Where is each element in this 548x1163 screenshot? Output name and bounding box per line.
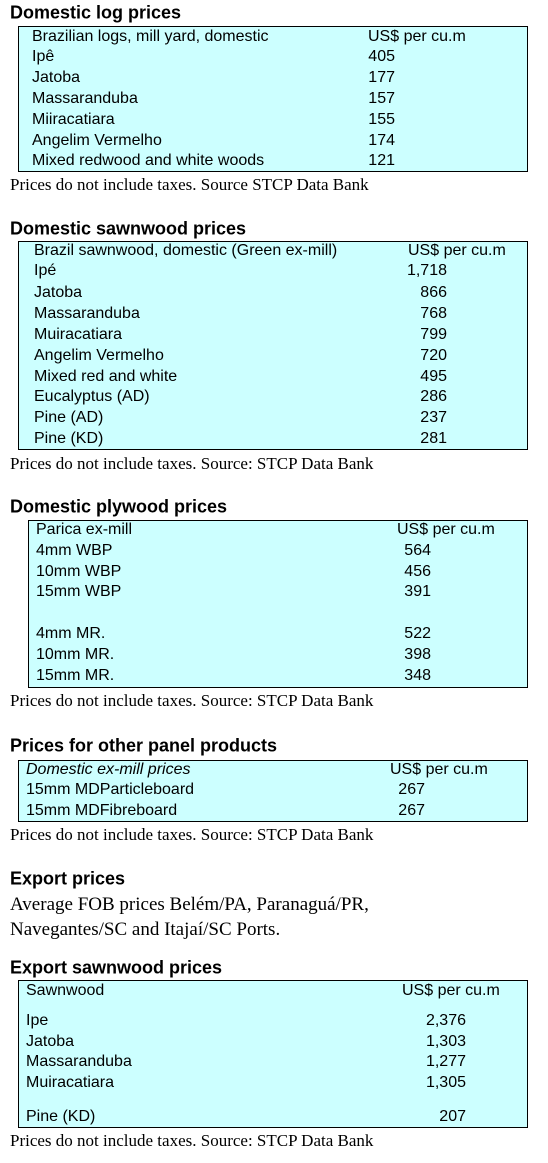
row-value: 2,376	[425, 1012, 466, 1029]
column-header: Parica ex-mill	[36, 521, 133, 538]
price-table	[18, 241, 528, 450]
row-label: Pine (KD)	[34, 430, 104, 447]
column-header: US$ per cu.m	[402, 982, 500, 999]
section-title: Domestic plywood prices	[10, 496, 228, 517]
row-label: Muiracatiara	[26, 1074, 115, 1091]
price-table	[18, 760, 528, 822]
row-value: 398	[404, 646, 431, 663]
row-value: 495	[420, 368, 447, 385]
source-note: Prices do not include taxes. Source: STC…	[10, 825, 374, 844]
row-value: 286	[420, 388, 447, 405]
price-table	[28, 520, 528, 688]
row-label: Miiracatiara	[32, 111, 115, 128]
row-label: Eucalyptus (AD)	[34, 388, 150, 405]
row-value: 157	[368, 90, 395, 107]
row-value: 281	[420, 430, 447, 447]
row-label: Massaranduba	[34, 305, 140, 322]
row-label: 4mm MR.	[36, 625, 106, 642]
row-value: 267	[398, 802, 425, 819]
row-value: 207	[439, 1108, 466, 1125]
row-value: 391	[404, 583, 431, 600]
row-label: Jatoba	[26, 1033, 75, 1050]
row-value: 174	[368, 132, 395, 149]
row-value: 564	[404, 542, 431, 559]
column-header: Domestic ex-mill prices	[26, 761, 191, 778]
row-label: Muiracatiara	[34, 326, 123, 343]
section-title: Domestic log prices	[10, 2, 182, 23]
row-label: Angelim Vermelho	[34, 347, 164, 364]
column-header: Brazil sawnwood, domestic (Green ex-mill…	[34, 242, 338, 259]
column-header: US$ per cu.m	[397, 521, 495, 538]
row-value: 177	[368, 69, 395, 86]
paragraph-line: Average FOB prices Belém/PA, Paranaguá/P…	[10, 894, 369, 915]
source-note: Prices do not include taxes. Source STCP…	[10, 175, 369, 194]
row-value: 1,305	[425, 1074, 466, 1091]
row-label: 15mm MDParticleboard	[26, 781, 195, 798]
row-label: 4mm WBP	[36, 542, 113, 559]
source-note: Prices do not include taxes. Source: STC…	[10, 1131, 374, 1150]
column-header: US$ per cu.m	[368, 28, 466, 45]
row-label: Ipé	[34, 262, 57, 279]
row-value: 799	[420, 326, 447, 343]
price-table	[18, 980, 528, 1128]
paragraph-line: Navegantes/SC and Itajaí/SC Ports.	[10, 919, 281, 940]
row-value: 1,303	[425, 1033, 466, 1050]
row-label: 10mm WBP	[36, 563, 122, 580]
row-value: 405	[368, 48, 395, 65]
row-label: 15mm MDFibreboard	[26, 802, 178, 819]
row-value: 155	[368, 111, 395, 128]
row-label: Mixed red and white	[34, 368, 178, 385]
row-value: 720	[420, 347, 447, 364]
row-label: 15mm MR.	[36, 667, 115, 684]
section-title: Export prices	[10, 868, 126, 889]
price-table	[18, 26, 528, 172]
row-label: Ipe	[26, 1012, 49, 1029]
row-label: Jatoba	[32, 69, 81, 86]
row-value: 866	[420, 284, 447, 301]
section-title: Prices for other panel products	[10, 735, 278, 756]
row-value: 267	[398, 781, 425, 798]
row-value: 1,718	[406, 262, 447, 279]
row-label: 10mm MR.	[36, 646, 115, 663]
column-header: Sawnwood	[26, 982, 105, 999]
row-value: 456	[404, 563, 431, 580]
row-label: Massaranduba	[32, 90, 138, 107]
column-header: US$ per cu.m	[390, 761, 488, 778]
row-label: 15mm WBP	[36, 583, 122, 600]
source-note: Prices do not include taxes. Source: STC…	[10, 454, 374, 473]
row-label: Massaranduba	[26, 1053, 132, 1070]
column-header: Brazilian logs, mill yard, domestic	[32, 28, 269, 45]
row-label: Pine (AD)	[34, 409, 104, 426]
row-label: Angelim Vermelho	[32, 132, 162, 149]
row-value: 348	[404, 667, 431, 684]
section-title: Export sawnwood prices	[10, 957, 223, 978]
column-header: US$ per cu.m	[408, 242, 506, 259]
row-label: Mixed redwood and white woods	[32, 152, 265, 169]
row-value: 768	[420, 305, 447, 322]
source-note: Prices do not include taxes. Source: STC…	[10, 691, 374, 710]
row-value: 121	[368, 152, 395, 169]
section-title: Domestic sawnwood prices	[10, 218, 247, 239]
row-label: Jatoba	[34, 284, 83, 301]
row-value: 1,277	[425, 1053, 466, 1070]
row-value: 237	[420, 409, 447, 426]
row-value: 522	[404, 625, 431, 642]
row-label: Ipê	[32, 48, 55, 65]
row-label: Pine (KD)	[26, 1108, 96, 1125]
